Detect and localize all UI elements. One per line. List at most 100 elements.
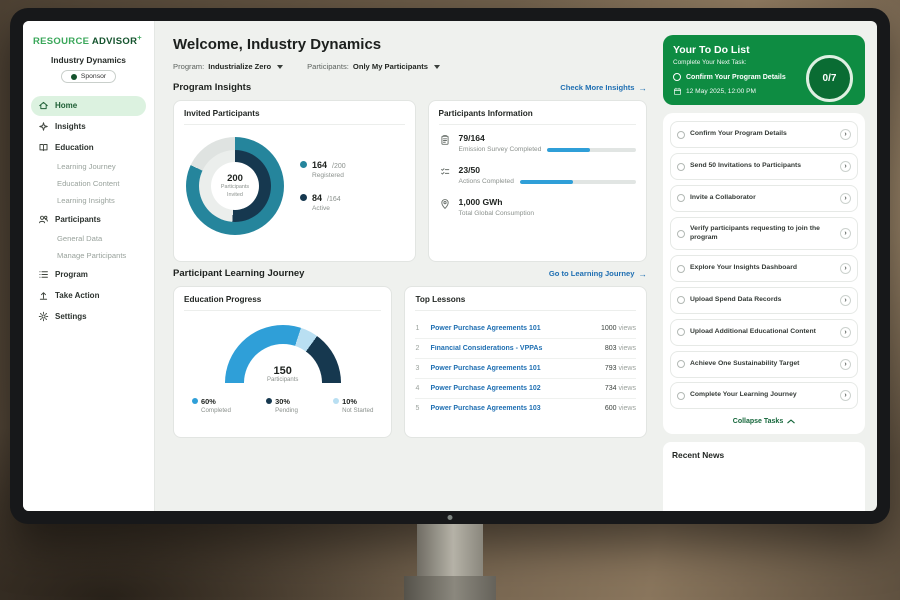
lesson-link[interactable]: Power Purchase Agreements 103 — [430, 405, 541, 412]
chevron-right-icon[interactable]: › — [840, 228, 851, 240]
program-insights-header: Program Insights Check More Insights → — [173, 82, 647, 93]
sidebar-item-insights[interactable]: Insights — [31, 117, 146, 137]
people-icon — [38, 214, 49, 225]
stat-value: 79/164 — [458, 133, 485, 143]
sidebar-item-home[interactable]: Home — [31, 95, 146, 116]
lesson-views: 803 views — [604, 345, 636, 352]
invited-participants-card: Invited Participants 200 Participants In… — [173, 100, 416, 262]
gauge-legend: 60% Completed 30% Pending 10% Not Starte… — [184, 383, 381, 414]
check-more-insights-link[interactable]: Check More Insights → — [560, 83, 647, 93]
sidebar-item-program[interactable]: Program — [31, 265, 146, 285]
due-date: 12 May 2025, 12:00 PM — [686, 88, 757, 95]
chevron-right-icon[interactable]: › — [840, 390, 851, 402]
lesson-rank: 1 — [415, 325, 420, 332]
checkbox-icon[interactable] — [677, 162, 685, 171]
book-icon — [38, 142, 49, 153]
checkbox-icon[interactable] — [677, 296, 685, 305]
sidebar-item-settings[interactable]: Settings — [31, 307, 146, 327]
sidebar-item-label: Home — [55, 101, 78, 111]
chevron-right-icon[interactable]: › — [840, 326, 851, 338]
todo-subtitle: Complete Your Next Task: — [673, 59, 747, 66]
legend-dot-not-started — [333, 398, 340, 404]
chevron-down-icon — [434, 64, 441, 69]
upload-arrow-icon — [38, 290, 49, 301]
chevron-right-icon[interactable]: › — [840, 263, 851, 275]
task-item-upload-spend-data[interactable]: Upload Spend Data Records › — [670, 286, 858, 314]
collapse-tasks-link[interactable]: Collapse Tasks — [670, 412, 858, 428]
sidebar-item-label: Education Content — [57, 179, 120, 189]
go-to-learning-journey-link[interactable]: Go to Learning Journey → — [549, 269, 647, 279]
participants-filter-dropdown[interactable]: Participants: Only My Participants — [307, 62, 441, 71]
section-title: Program Insights — [173, 82, 252, 93]
sidebar-item-education[interactable]: Education — [31, 138, 146, 158]
task-item-upload-educational-content[interactable]: Upload Additional Educational Content › — [670, 318, 858, 346]
legend-item-registered: 164/200 Registered — [300, 160, 346, 179]
task-item-verify-participants[interactable]: Verify participants requesting to join t… — [670, 216, 858, 251]
checkbox-icon[interactable] — [677, 194, 685, 203]
logo-part-advisor: ADVISOR — [91, 36, 138, 48]
monitor-bezel: RESOURCE ADVISOR+ Industry Dynamics Spon… — [10, 8, 890, 524]
sidebar-item-manage-participants[interactable]: Manage Participants — [31, 248, 146, 264]
sidebar-item-education-content[interactable]: Education Content — [31, 176, 146, 192]
checkbox-icon[interactable] — [677, 328, 685, 337]
sidebar-item-learning-insights[interactable]: Learning Insights — [31, 193, 146, 209]
lesson-link[interactable]: Power Purchase Agreements 102 — [430, 385, 541, 392]
lesson-views: 600 views — [604, 405, 636, 412]
todo-title: Your To Do List — [673, 44, 750, 56]
checkbox-icon[interactable] — [677, 130, 685, 139]
arrow-right-icon: → — [638, 82, 648, 93]
sidebar-item-label: Settings — [55, 312, 87, 322]
checkbox-icon[interactable] — [677, 229, 685, 238]
sidebar-item-participants[interactable]: Participants — [31, 210, 146, 230]
task-item-achieve-target[interactable]: Achieve One Sustainability Target › — [670, 350, 858, 378]
chevron-right-icon[interactable]: › — [840, 161, 851, 173]
sponsor-badge[interactable]: Sponsor — [60, 70, 117, 84]
lesson-link[interactable]: Power Purchase Agreements 101 — [430, 365, 541, 372]
todo-progress-value: 0/7 — [822, 73, 837, 84]
next-task-row[interactable]: Confirm Your Program Details — [673, 73, 813, 81]
checkbox-icon[interactable] — [677, 360, 685, 369]
chevron-right-icon[interactable]: › — [840, 129, 851, 141]
program-filter-dropdown[interactable]: Program: Industrialize Zero — [173, 62, 284, 71]
lesson-row: 5 Power Purchase Agreements 103 600 view… — [415, 399, 636, 418]
lesson-link[interactable]: Financial Considerations - VPPAs — [430, 345, 543, 352]
legend-dot-pending — [266, 398, 273, 404]
task-item-confirm-program[interactable]: Confirm Your Program Details › — [670, 121, 858, 149]
sidebar-item-take-action[interactable]: Take Action — [31, 286, 146, 306]
legend-item-not-started: 10% Not Started — [333, 397, 373, 414]
sidebar-item-label: Learning Insights — [57, 196, 115, 206]
participants-information-card: Participants Information 79/164 Emission… — [427, 100, 647, 262]
filter-label: Participants: — [307, 62, 349, 71]
chevron-right-icon[interactable]: › — [840, 192, 851, 204]
task-item-invite-collaborator[interactable]: Invite a Collaborator › — [670, 184, 858, 212]
stat-value: 1,000 GWh — [458, 197, 503, 207]
collapse-label: Collapse Tasks — [732, 417, 784, 425]
sidebar-item-label: Insights — [55, 122, 86, 132]
sidebar: RESOURCE ADVISOR+ Industry Dynamics Spon… — [23, 21, 155, 511]
chevron-right-icon[interactable]: › — [840, 358, 851, 370]
legend-item-completed: 60% Completed — [192, 397, 231, 414]
task-item-complete-learning-journey[interactable]: Complete Your Learning Journey › — [670, 382, 858, 410]
checkbox-icon[interactable] — [673, 73, 681, 81]
chevron-right-icon[interactable]: › — [840, 294, 851, 306]
lesson-link[interactable]: Power Purchase Agreements 101 — [430, 325, 541, 332]
card-title: Top Lessons — [415, 295, 636, 311]
recent-news-title: Recent News — [672, 449, 725, 460]
progress-fill — [519, 179, 574, 184]
todo-summary-card: Your To Do List Complete Your Next Task:… — [663, 35, 865, 105]
donut-legend: 164/200 Registered 84/164 Active — [300, 160, 346, 212]
sidebar-item-label: Program — [55, 270, 88, 280]
task-item-explore-insights[interactable]: Explore Your Insights Dashboard › — [670, 255, 858, 283]
lesson-row: 1 Power Purchase Agreements 101 1000 vie… — [415, 319, 636, 339]
pin-icon — [439, 198, 451, 210]
power-led — [447, 515, 453, 520]
gear-icon — [38, 311, 49, 322]
filters-row: Program: Industrialize Zero Participants… — [173, 62, 647, 71]
sidebar-item-general-data[interactable]: General Data — [31, 231, 146, 247]
checkbox-icon[interactable] — [677, 264, 685, 273]
sidebar-item-learning-journey[interactable]: Learning Journey — [31, 159, 146, 175]
task-item-send-invitations[interactable]: Send 50 Invitations to Participants › — [670, 153, 858, 181]
gauge-center-value: 150 — [273, 365, 292, 377]
lesson-row: 3 Power Purchase Agreements 101 793 view… — [415, 359, 636, 379]
checkbox-icon[interactable] — [677, 391, 685, 400]
